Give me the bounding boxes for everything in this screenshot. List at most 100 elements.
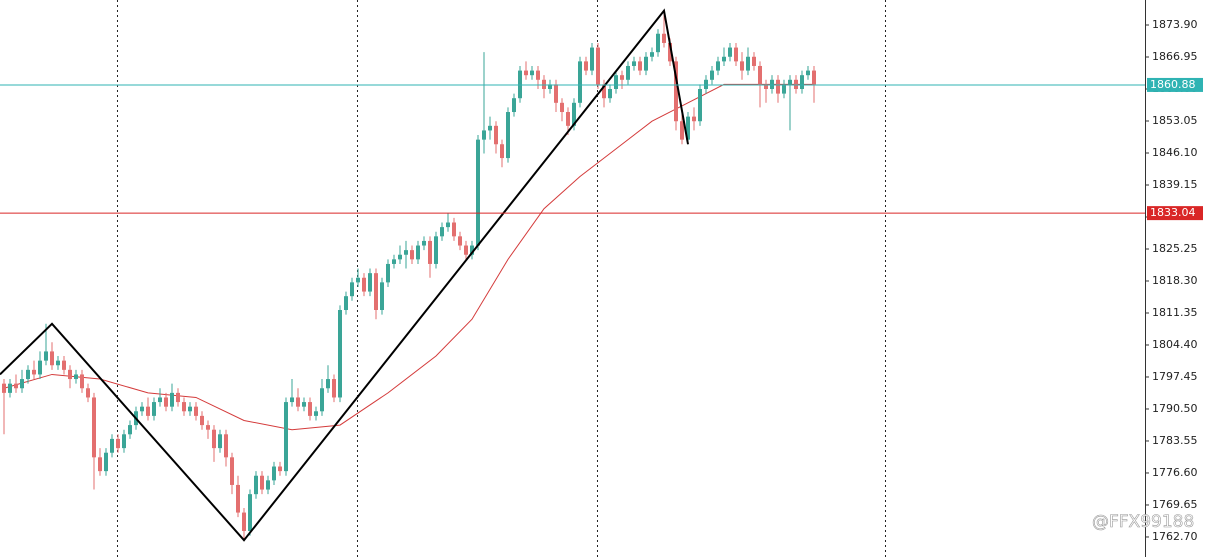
- watermark: @FFX99188: [1092, 512, 1194, 532]
- candle-body: [560, 102, 564, 113]
- candle-body: [380, 282, 384, 310]
- candle-body: [458, 236, 462, 246]
- candle-body: [632, 61, 636, 66]
- candle-body: [638, 61, 642, 71]
- candle-body: [200, 415, 204, 426]
- candle-body: [710, 70, 714, 80]
- candle-body: [152, 402, 156, 416]
- candle-body: [704, 79, 708, 89]
- candle-body: [596, 47, 600, 85]
- candle-body: [404, 250, 408, 255]
- candle-body: [26, 369, 30, 380]
- candle-body: [608, 88, 612, 99]
- y-tick-label: 1790.50: [1152, 402, 1198, 415]
- candle-body: [590, 47, 594, 71]
- candle-body: [98, 457, 102, 472]
- candle-body: [248, 494, 252, 531]
- candle-body: [548, 84, 552, 89]
- candle-body: [680, 121, 684, 140]
- watermark-icon: [1070, 514, 1086, 530]
- price-label-box: [1147, 206, 1203, 221]
- candle-body: [476, 139, 480, 246]
- candle-body: [542, 79, 546, 89]
- candle-body: [386, 263, 390, 283]
- candle-body: [326, 379, 330, 389]
- candle-body: [794, 79, 798, 89]
- candle-body: [32, 369, 36, 375]
- y-tick-label: 1818.30: [1152, 274, 1198, 287]
- candle-body: [650, 52, 654, 57]
- candle-body: [104, 452, 108, 472]
- candle-body: [164, 397, 168, 407]
- candle-body: [14, 383, 18, 389]
- candle-body: [578, 61, 582, 103]
- candle-body: [362, 277, 366, 292]
- candle-body: [758, 65, 762, 85]
- candle-body: [620, 75, 624, 80]
- candle-body: [290, 397, 294, 403]
- candle-body: [728, 47, 732, 57]
- y-tick-label: 1776.60: [1152, 466, 1198, 479]
- candle-body: [812, 70, 816, 85]
- candle-body: [224, 434, 228, 458]
- candle-body: [296, 397, 300, 407]
- zigzag: [0, 8, 689, 542]
- candle-body: [92, 397, 96, 458]
- candle-body: [236, 484, 240, 513]
- candle-body: [518, 70, 522, 99]
- candle-body: [692, 116, 696, 122]
- candle-body: [212, 429, 216, 449]
- y-tick-label: 1839.15: [1152, 178, 1198, 191]
- candle-body: [308, 402, 312, 416]
- candle-body: [38, 360, 42, 375]
- candle-body: [8, 383, 12, 393]
- candle-body: [338, 309, 342, 398]
- candle-body: [176, 392, 180, 403]
- candle-body: [470, 245, 474, 255]
- candle-body: [716, 61, 720, 71]
- candle-body: [734, 47, 738, 62]
- candle-body: [572, 102, 576, 126]
- candle-body: [194, 406, 198, 416]
- candle-body: [506, 112, 510, 159]
- candle-body: [314, 411, 318, 416]
- candle-body: [128, 425, 132, 435]
- y-tick-label: 1762.70: [1152, 530, 1198, 543]
- candle-body: [524, 70, 528, 76]
- candle-body: [350, 282, 354, 297]
- candle-body: [644, 56, 648, 71]
- candle-body: [374, 273, 378, 310]
- candle-body: [68, 369, 72, 380]
- candle-body: [44, 351, 48, 361]
- candle-body: [170, 392, 174, 407]
- candle-body: [806, 70, 810, 76]
- candle-body: [392, 259, 396, 264]
- candle-body: [452, 222, 456, 237]
- candle-body: [740, 61, 744, 71]
- candle-body: [434, 236, 438, 264]
- candle-body: [656, 33, 660, 53]
- candle-body: [500, 144, 504, 159]
- candle-body: [146, 406, 150, 416]
- candle-body: [770, 79, 774, 89]
- y-tick-label: 1873.90: [1152, 18, 1198, 31]
- candle-body: [242, 512, 246, 531]
- candle-body: [566, 112, 570, 126]
- candle-body: [332, 379, 336, 398]
- candle-body: [410, 250, 414, 260]
- candle-body: [62, 360, 66, 370]
- candle-body: [56, 360, 60, 366]
- price-label: 1833.04: [1150, 206, 1196, 219]
- candle-body: [746, 56, 750, 71]
- candle-body: [182, 402, 186, 412]
- candle-body: [440, 227, 444, 237]
- candle-body: [422, 240, 426, 246]
- candle-body: [278, 466, 282, 472]
- candle-body: [158, 397, 162, 403]
- candle-body: [674, 61, 678, 122]
- candle-body: [482, 130, 486, 140]
- candle-body: [428, 240, 432, 264]
- candle-body: [686, 116, 690, 140]
- candle-body: [530, 70, 534, 76]
